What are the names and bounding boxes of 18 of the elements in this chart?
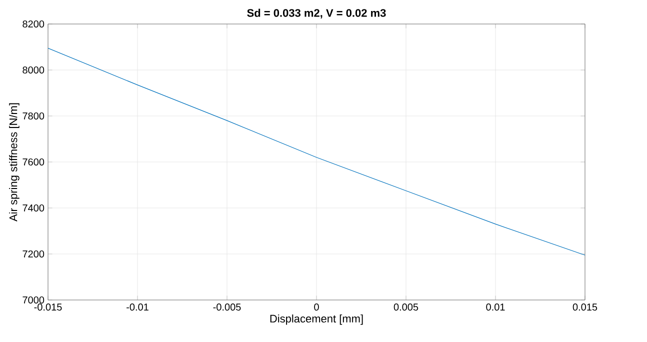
x-tick-label: 0 — [314, 304, 319, 311]
x-tick-label: 0.01 — [486, 304, 505, 311]
y-tick-label: 7800 — [22, 112, 44, 120]
x-tick-label: -0.015 — [34, 304, 62, 311]
x-tick-label: -0.01 — [126, 304, 148, 311]
y-axis-title: Air spring stiffness [N/m] — [9, 103, 20, 222]
y-tick-label: 7000 — [22, 296, 44, 304]
y-tick-label: 8200 — [22, 20, 44, 28]
x-tick-label: 0.005 — [394, 304, 418, 311]
line-series — [48, 48, 585, 256]
chart-title: Sd = 0.033 m2, V = 0.02 m3 — [247, 8, 386, 18]
x-tick-label: -0.005 — [213, 304, 241, 311]
x-tick-label: 0.015 — [572, 304, 598, 311]
y-tick-label: 7200 — [22, 250, 44, 258]
y-tick-label: 8000 — [22, 66, 44, 74]
x-axis-title: Displacement [mm] — [270, 314, 363, 325]
y-tick-label: 7400 — [22, 204, 44, 212]
y-tick-label: 7600 — [22, 158, 44, 166]
